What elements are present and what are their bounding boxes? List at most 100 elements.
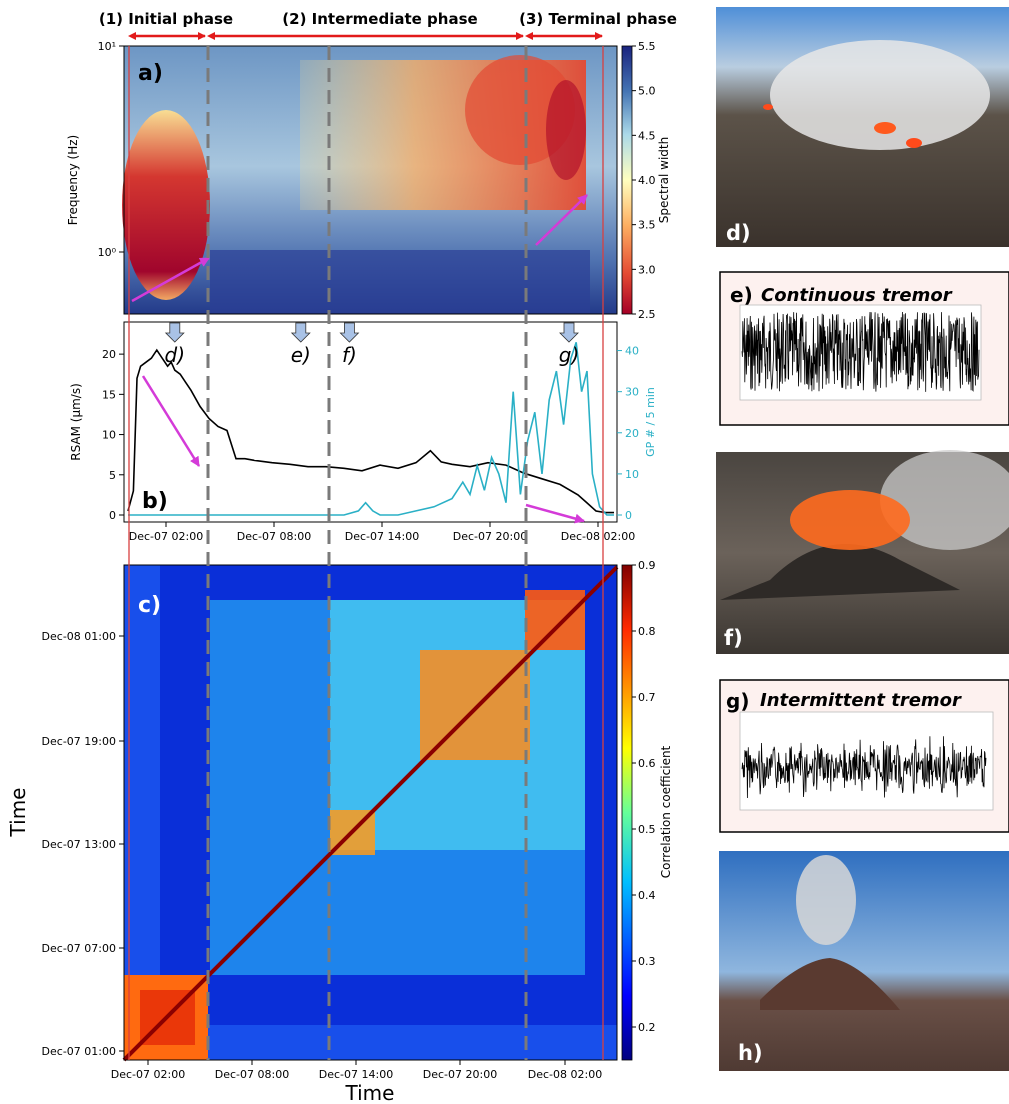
phase-label-initial: (1) Initial phase — [99, 10, 233, 28]
panel-a-y-ticks: 10⁰ 10¹ — [98, 40, 124, 259]
tremor-e-label: e) — [730, 283, 753, 307]
panel-c-terminal-block — [525, 590, 585, 650]
panel-a-y-tick-label: 10¹ — [98, 40, 116, 53]
tremor-e-trace — [741, 311, 980, 392]
panel-b-marker-arrow-icon — [290, 322, 311, 343]
panel-c-colorbar-tick-label: 0.9 — [638, 559, 656, 572]
photo-d-lava-3 — [763, 104, 773, 110]
panel-b-series — [127, 342, 614, 516]
panel-c-x-tick-label: Dec-07 20:00 — [423, 1068, 497, 1081]
panel-c-y-tick-label: Dec-07 13:00 — [42, 838, 116, 851]
panel-c-colorbar — [621, 564, 633, 1061]
panel-b-y-ticks-right: 0 10 20 30 40 — [617, 345, 639, 522]
panel-c-colorbar-tick-label: 0.2 — [638, 1021, 656, 1034]
panel-c-ylabel: Time — [6, 788, 30, 838]
photo-f-cone — [720, 544, 960, 600]
tremor-g-waveform — [741, 736, 987, 799]
panel-a-colorbar-tick-label: 5.0 — [638, 85, 656, 98]
panel-c-colorbar-tick-label: 0.4 — [638, 889, 656, 902]
panel-b-rsam: b) RSAM (μm/s) GP # / 5 min 0 5 10 15 20 0 10… — [69, 321, 657, 543]
panel-b-x-tick-label: Dec-07 08:00 — [237, 530, 311, 543]
panel-c-colorbar-tick-label: 0.5 — [638, 823, 656, 836]
panel-b-y-ticks: 0 5 10 15 20 — [102, 348, 124, 522]
panel-c-correlation: c) Dec-07 01:00 Dec-07 07:00 Dec-07 13:00 D… — [6, 559, 673, 1104]
photo-d-lava-1 — [874, 122, 896, 134]
panel-b-y-tick-label-right: 20 — [625, 427, 639, 440]
panel-a-y-tick-label: 10⁰ — [98, 246, 117, 259]
panel-c-x-tick-label: Dec-08 02:00 — [528, 1068, 602, 1081]
panel-a-colorbar-ticks: 2.5 3.0 3.5 4.0 4.5 5.0 5.5 — [632, 40, 656, 321]
photo-h-cone — [760, 958, 900, 1010]
panel-c-x-tick-label: Dec-07 14:00 — [319, 1068, 393, 1081]
photo-f: f) — [716, 450, 1009, 654]
tremor-g-title: Intermittent tremor — [760, 690, 962, 711]
panel-c-x-ticks: Dec-07 02:00 Dec-07 08:00 Dec-07 14:00 Dec-… — [111, 1060, 602, 1081]
panel-a-colorbar-tick-label: 2.5 — [638, 308, 656, 321]
panel-b-markers: d) e) f) g) — [165, 322, 579, 367]
panel-a-ylabel: Frequency (Hz) — [66, 135, 80, 226]
photo-d-label: d) — [726, 221, 751, 245]
panel-b-y-tick-label-right: 30 — [625, 386, 639, 399]
panel-b-y-tick-label: 20 — [102, 348, 116, 361]
tremor-panel-e: e) Continuous tremor — [719, 271, 1009, 426]
tremor-panel-g: g) Intermittent tremor — [719, 679, 1009, 833]
panel-b-x-tick-label: Dec-07 14:00 — [345, 530, 419, 543]
panel-c-heatmap-blocks — [122, 565, 619, 1062]
panel-b-magenta-arrow-decay — [141, 375, 201, 467]
photo-d: d) — [716, 7, 1009, 247]
gp-series-line — [128, 342, 614, 516]
panel-b-x-tick-label: Dec-07 20:00 — [453, 530, 527, 543]
panel-a-terminal-warm-zone — [546, 80, 586, 180]
panel-a-magenta-arrow-initial — [131, 256, 210, 303]
tremor-g-plot-area — [739, 711, 994, 811]
panel-c-x-tick-label: Dec-07 02:00 — [111, 1068, 185, 1081]
photo-h-image — [719, 851, 1009, 1071]
panel-c-colorbar-label: Correlation coefficient — [659, 745, 673, 878]
panel-b-ylabel: RSAM (μm/s) — [69, 383, 83, 461]
panel-b-label: b) — [142, 489, 168, 514]
panel-a-low-frequency-band — [210, 250, 590, 314]
photo-h-plume — [796, 855, 856, 945]
phase-label-terminal: (3) Terminal phase — [519, 10, 677, 28]
panel-c-colorbar-tick-label: 0.8 — [638, 625, 656, 638]
panel-b-y-tick-label: 0 — [109, 509, 116, 522]
phase-arrow-start-terminal — [525, 32, 533, 40]
panel-a-frame — [123, 45, 618, 315]
panel-b-marker-label: e) — [291, 343, 311, 367]
panel-b-marker-arrow-icon — [339, 322, 360, 343]
panel-b-x-tick-label: Dec-07 02:00 — [129, 530, 203, 543]
rsam-series-line — [127, 348, 614, 514]
panel-b-marker-label: d) — [165, 343, 186, 367]
photo-f-label: f) — [724, 626, 743, 650]
photo-f-lava-fountain — [790, 490, 910, 550]
photo-h-label: h) — [738, 1041, 763, 1065]
panel-a-colorbar — [621, 45, 633, 315]
panel-a-initial-low-width-zone — [122, 110, 210, 300]
panel-b-y-tick-label: 5 — [109, 469, 116, 482]
panel-c-frame — [123, 564, 618, 1061]
phase-arrow-start-intermediate — [207, 32, 215, 40]
panel-c-y-tick-label: Dec-07 01:00 — [42, 1045, 116, 1058]
panel-c-y-tick-label: Dec-07 07:00 — [42, 942, 116, 955]
panel-c-label: c) — [138, 593, 161, 618]
phase-arrow-start-initial — [128, 32, 136, 40]
photo-d-plume — [770, 40, 990, 150]
panel-b-y-tick-label: 10 — [102, 429, 116, 442]
phase-boundaries — [128, 46, 604, 1060]
panel-b-y-tick-label: 15 — [102, 388, 116, 401]
panel-b-frame — [123, 321, 618, 523]
panel-b-marker-arrow-icon — [559, 322, 579, 343]
panel-b-x-ticks: Dec-07 02:00 Dec-07 08:00 Dec-07 14:00 Dec-… — [129, 522, 635, 543]
panel-a-spectral-width: a) Frequency (Hz) 10⁰ 10¹ 2.5 3.0 3.5 4.0 4.5… — [66, 40, 671, 321]
panel-c-y-ticks: Dec-07 01:00 Dec-07 07:00 Dec-07 13:00 Dec-… — [42, 630, 124, 1058]
phase-header: (1) Initial phase (2) Intermediate phase… — [99, 10, 677, 40]
panel-a-label: a) — [138, 61, 163, 86]
tremor-e-title: Continuous tremor — [761, 285, 953, 306]
panel-b-ylabel-right: GP # / 5 min — [644, 387, 657, 457]
panel-c-xlabel: Time — [345, 1081, 395, 1104]
panel-a-colorbar-tick-label: 3.5 — [638, 219, 656, 232]
phase-label-intermediate: (2) Intermediate phase — [282, 10, 477, 28]
photo-h: h) — [719, 851, 1009, 1071]
photo-f-smoke — [880, 450, 1009, 550]
